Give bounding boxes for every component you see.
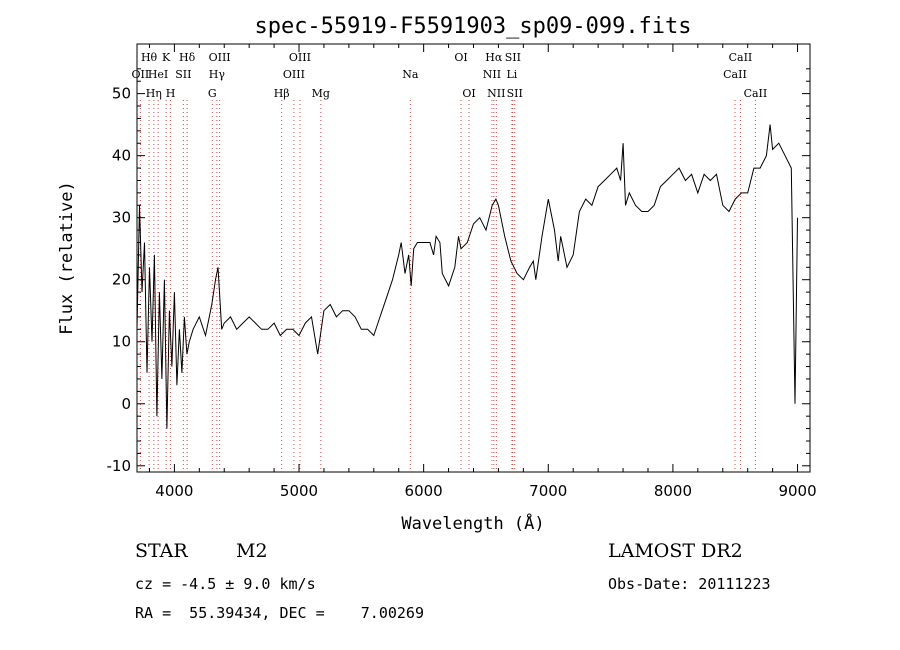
line-label-23: SII <box>507 87 523 100</box>
line-label-15: Na <box>402 68 419 81</box>
line-label-17: OI <box>462 87 475 100</box>
line-label-14: Mg <box>312 87 330 100</box>
redshift-value: cz = -4.5 ± 9.0 km/s <box>135 575 316 593</box>
y-tick-label-3: 20 <box>112 271 131 289</box>
x-tick-label-1: 5000 <box>280 482 318 500</box>
plot-frame <box>136 43 811 473</box>
y-tick-label-6: 50 <box>112 85 131 103</box>
line-label-6: SII <box>175 68 191 81</box>
y-tick-label-1: 0 <box>121 395 131 413</box>
survey-name: LAMOST DR2 <box>608 540 743 562</box>
line-label-24: CaII <box>723 68 747 81</box>
line-label-16: OI <box>454 51 467 64</box>
line-label-26: CaII <box>744 87 768 100</box>
object-subclass: M2 <box>236 540 268 562</box>
line-label-22: SII <box>505 51 521 64</box>
line-label-21: Li <box>506 68 517 81</box>
axis-ticks: 4000 5000 6000 7000 8000 9000 -10 0 10 20 30 40 50 <box>107 44 817 500</box>
line-label-18: NII <box>483 68 501 81</box>
y-tick-label-0: -10 <box>107 457 132 475</box>
object-class: STAR <box>135 540 188 562</box>
line-label-12: OIII <box>283 68 305 81</box>
x-tick-label-4: 8000 <box>654 482 692 500</box>
x-tick-label-2: 6000 <box>405 482 443 500</box>
spectral-line-markers <box>139 100 756 472</box>
coordinates: RA = 55.39434, DEC = 7.00269 <box>135 604 424 622</box>
obs-date: Obs-Date: 20111223 <box>608 575 771 593</box>
line-label-8: G <box>208 87 217 100</box>
line-label-20: NII <box>487 87 505 100</box>
line-label-3: HeI <box>148 68 168 81</box>
line-label-2: Hη <box>146 87 162 100</box>
y-tick-label-2: 10 <box>112 333 131 351</box>
line-label-1: Hθ <box>141 51 158 64</box>
y-tick-label-4: 30 <box>112 209 131 227</box>
x-tick-label-0: 4000 <box>155 482 193 500</box>
line-label-7: Hδ <box>179 51 196 64</box>
x-tick-label-3: 7000 <box>529 482 567 500</box>
line-label-0: OII <box>132 68 150 81</box>
y-tick-label-5: 40 <box>112 147 131 165</box>
line-label-13: OIII <box>289 51 311 64</box>
chart-title: spec-55919-F5591903_sp09-099.fits <box>254 14 691 39</box>
line-label-5: H <box>166 87 176 100</box>
x-tick-label-5: 9000 <box>778 482 816 500</box>
spectrum-line <box>136 124 798 429</box>
line-label-25: CaII <box>729 51 753 64</box>
line-label-9: Hγ <box>209 68 226 81</box>
y-axis-label: Flux (relative) <box>57 181 77 335</box>
x-axis-label: Wavelength (Å) <box>401 512 544 534</box>
line-label-10: OIII <box>209 51 231 64</box>
line-label-11: Hβ <box>274 87 290 100</box>
line-label-19: Hα <box>485 51 503 64</box>
spectral-line-labels: OII Hθ Hη HeI K H SII Hδ G Hγ OIII Hβ OIII OIII Mg Na OI… <box>132 51 768 100</box>
line-label-4: K <box>162 51 171 64</box>
